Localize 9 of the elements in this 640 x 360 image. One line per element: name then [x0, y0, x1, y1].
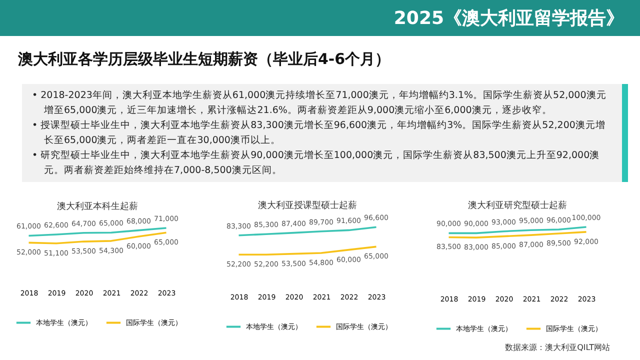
- text: 澳大利亚各学历层级毕业生短期薪资（毕业后4-6个月）: [18, 50, 390, 69]
- text: • 2018-2023年间，澳大利亚本地学生薪资从61,000澳元持续增长至71,000澳元，年均增幅约3.1%。国际学生薪资从52,000澳元增至65,000澳元，近三年加速增长，累计涨幅达21.6%。两者薪资差距从9,000澳元缩小至6,000澳元，逐步收窄。: [32, 89, 608, 118]
- text: • 研究型硕士毕业生中，澳大利亚本地学生薪资从90,000澳元增长至100,000澳元，国际学生薪资从83,500澳元上升至92,000澳元。两者薪资差距始终维持在7,000-8,500澳元区间。: [32, 149, 601, 178]
- chart-title: 澳大利亚研究型硕士起薪: [468, 200, 567, 211]
- chart-title: 澳大利亚本科生起薪: [57, 200, 138, 212]
- text: 2025《澳大利亚留学报告》: [394, 7, 624, 30]
- source-note: 数据来源：澳大利亚QILT网站: [505, 342, 610, 353]
- text: • 授课型硕士毕业生中，澳大利亚本地学生薪资从83,300澳元增长至96,600澳元，年均增幅约3%。国际学生薪资从52,200澳元增长至65,000澳元，两者差距一直在30,000澳币以上。: [32, 119, 606, 148]
- chart-title: 澳大利亚授课型硕士起薪: [258, 200, 357, 212]
